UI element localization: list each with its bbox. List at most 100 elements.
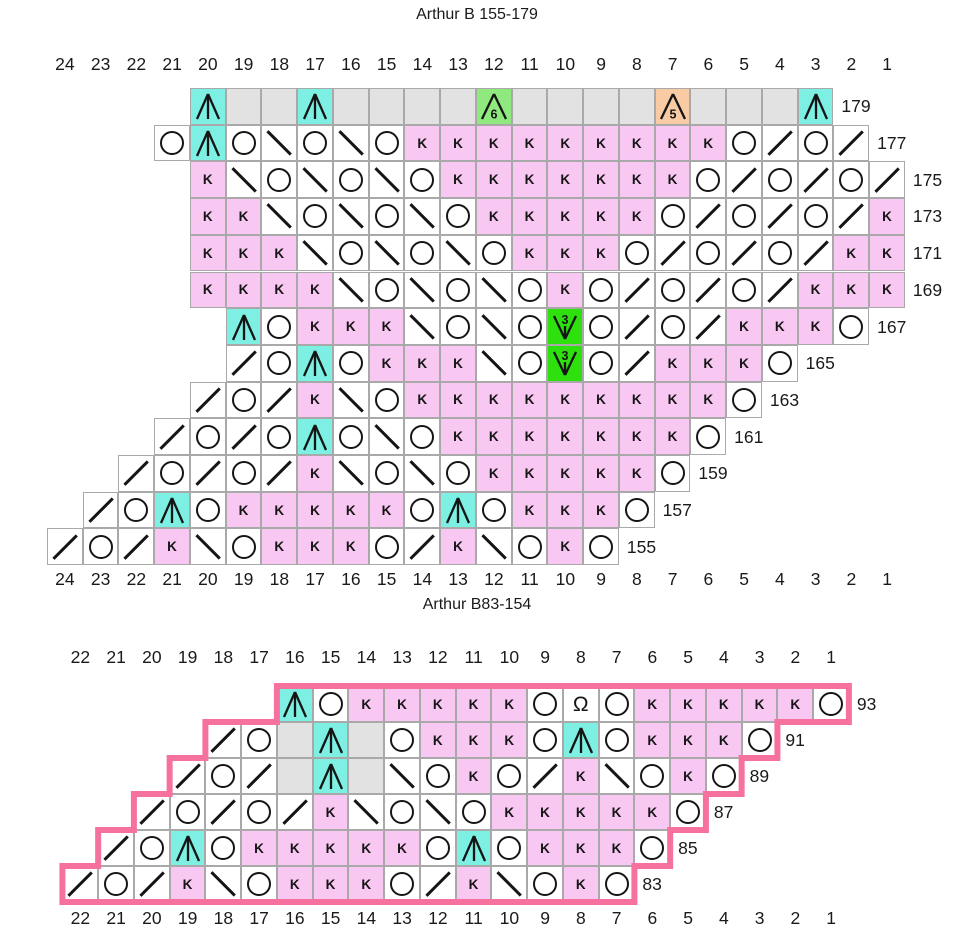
row-number-171: 171 xyxy=(912,243,943,264)
ssk-decrease-icon xyxy=(481,277,507,303)
cell-r161-c14 xyxy=(404,418,441,455)
cell-r85-c14: K xyxy=(348,830,385,866)
cell-r87-c19 xyxy=(169,794,206,830)
cell-r155-c20 xyxy=(189,528,226,566)
cell-r83-c12 xyxy=(419,866,456,902)
yarn-over-icon xyxy=(374,461,399,486)
yarn-over-icon xyxy=(390,728,415,752)
yarn-over-icon xyxy=(624,498,649,523)
col-label-7: 7 xyxy=(611,908,622,928)
yarn-over-icon xyxy=(425,764,450,788)
k2tog-decrease-icon xyxy=(838,130,864,156)
cell-r179-c11 xyxy=(511,88,548,125)
cell-r163-c8: K xyxy=(618,381,655,419)
cell-r173-c13 xyxy=(440,198,476,235)
cell-r167-c11 xyxy=(511,308,548,345)
yarn-over-icon xyxy=(211,836,236,860)
cell-r85-c20 xyxy=(133,830,170,866)
col-label-19: 19 xyxy=(177,908,198,928)
yarn-over-icon xyxy=(267,314,292,339)
col-label-17: 17 xyxy=(249,908,269,928)
knit-stitch-icon: K xyxy=(667,135,678,151)
col-label-24: 24 xyxy=(55,54,75,74)
yarn-over-icon xyxy=(374,131,399,156)
col-label-6: 6 xyxy=(647,908,658,928)
knit-stitch-icon: K xyxy=(560,392,571,408)
cell-r177-c20 xyxy=(189,124,226,162)
cell-r167-c6 xyxy=(690,308,727,345)
gather-5-icon: 5 xyxy=(659,93,686,122)
yarn-over-icon xyxy=(410,424,435,449)
cell-r171-c20: K xyxy=(189,234,226,272)
k2tog-decrease-icon xyxy=(67,871,93,897)
col-label-13: 13 xyxy=(392,647,412,667)
ssk-decrease-icon xyxy=(195,534,221,560)
cell-r167-c12 xyxy=(475,308,512,345)
yarn-over-icon xyxy=(374,277,399,302)
cell-r87-c11 xyxy=(455,794,492,830)
cell-r173-c16 xyxy=(332,198,369,235)
ssk-decrease-icon xyxy=(389,763,415,789)
cell-r173-c10: K xyxy=(547,198,584,235)
col-label-2: 2 xyxy=(846,54,857,74)
cell-r155-c10: K xyxy=(547,528,584,566)
yarn-over-icon xyxy=(640,764,665,788)
yarn-over-icon xyxy=(410,498,435,523)
knit-stitch-icon: K xyxy=(468,696,479,712)
cell-r169-c17: K xyxy=(297,271,333,309)
yarn-over-icon xyxy=(211,764,236,788)
cell-r165-c6: K xyxy=(690,344,727,382)
cell-r91-c15 xyxy=(312,722,349,758)
cell-r169-c19: K xyxy=(225,271,262,309)
k2tog-decrease-icon xyxy=(103,835,129,861)
col-label-20: 20 xyxy=(142,908,162,928)
yarn-over-icon xyxy=(533,692,558,716)
cell-r83-c10 xyxy=(491,866,528,902)
knit-stitch-icon: K xyxy=(667,392,678,408)
cell-r155-c23 xyxy=(82,528,119,566)
col-label-21: 21 xyxy=(162,54,182,74)
cell-r177-c3 xyxy=(797,124,834,162)
row-number-85: 85 xyxy=(678,838,698,858)
col-label-21: 21 xyxy=(162,569,182,589)
knit-stitch-icon: K xyxy=(560,465,571,481)
k2tog-decrease-icon xyxy=(230,424,257,450)
knit-stitch-icon: K xyxy=(345,539,356,555)
cell-r87-c13 xyxy=(384,794,420,830)
yarn-over-icon xyxy=(175,800,200,824)
cell-r85-c18 xyxy=(205,830,242,866)
col-label-10: 10 xyxy=(499,908,520,928)
yarn-over-icon xyxy=(425,836,450,860)
k2tog-decrease-icon xyxy=(695,313,721,340)
cell-r179-c7: 5 xyxy=(654,88,691,125)
cell-r85-c6 xyxy=(634,830,671,866)
cell-r93-c16 xyxy=(276,686,313,722)
cell-r169-c2: K xyxy=(833,271,870,309)
yarn-over-icon xyxy=(410,241,435,266)
yarn-over-icon xyxy=(303,131,328,156)
cell-r165-c17 xyxy=(297,344,333,382)
cell-r173-c4 xyxy=(761,198,798,235)
col-label-9: 9 xyxy=(596,569,606,589)
cell-r155-c16: K xyxy=(332,528,369,566)
col-label-20: 20 xyxy=(198,54,218,74)
col-label-2: 2 xyxy=(790,908,801,928)
row-number-173: 173 xyxy=(912,206,943,227)
cell-r167-c15: K xyxy=(368,308,405,345)
knit-stitch-icon: K xyxy=(310,282,320,298)
cell-r165-c18 xyxy=(261,344,298,382)
cell-r93-c8: Ω xyxy=(562,686,599,722)
k2tog-decrease-icon xyxy=(210,799,236,825)
k2tog-decrease-icon xyxy=(139,871,165,897)
knit-stitch-icon: K xyxy=(238,282,249,298)
knit-stitch-icon: K xyxy=(611,840,622,856)
ssk-decrease-icon xyxy=(373,240,400,266)
k2tog-decrease-icon xyxy=(532,763,558,789)
knit-stitch-icon: K xyxy=(631,392,642,408)
col-label-9: 9 xyxy=(540,908,550,928)
svg-text:3: 3 xyxy=(562,313,569,327)
cell-r89-c14 xyxy=(348,758,385,794)
cell-r179-c8 xyxy=(618,88,655,125)
cell-r165-c9 xyxy=(583,344,619,382)
